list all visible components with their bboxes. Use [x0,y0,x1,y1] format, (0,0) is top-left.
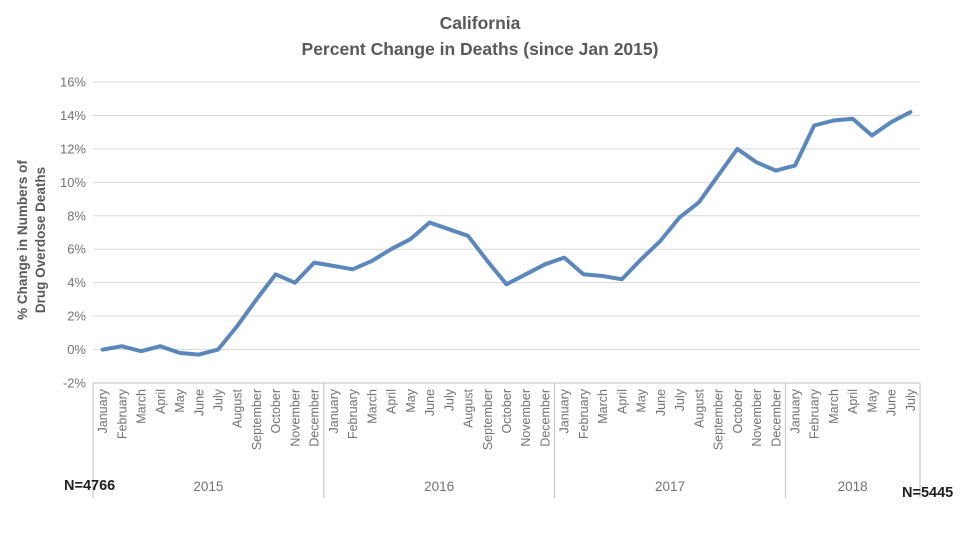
x-month-label: October [731,389,745,433]
x-month-label: July [442,388,456,411]
x-month-label: June [885,389,899,416]
data-line-series [100,110,913,357]
x-month-label: February [346,388,360,439]
x-month-label: August [692,388,706,427]
x-month-label: September [712,389,726,450]
x-year-label: 2016 [424,479,454,494]
x-month-label: March [827,389,841,424]
y-tick-label: 12% [60,141,86,156]
x-month-label: November [288,389,302,447]
y-tick-label: 2% [67,309,86,324]
x-month-label: September [250,389,264,450]
y-tick-label: 6% [67,242,86,257]
y-tick-label: 8% [67,208,86,223]
y-tick-label: 14% [60,108,86,123]
chart-title: California Percent Change in Deaths (sin… [0,10,960,62]
x-month-label: February [115,388,129,439]
x-month-label: February [577,388,591,439]
x-month-label: November [750,389,764,447]
y-axis-title-line1: % Change in Numbers of [15,160,30,320]
y-tick-label: -2% [63,376,87,391]
x-month-label: December [769,389,783,447]
x-month-label: May [865,388,879,412]
x-month-label: December [538,389,552,447]
x-month-label: April [846,389,860,414]
x-month-label: April [615,389,629,414]
x-month-label: August [462,388,476,427]
x-year-label: 2017 [655,479,685,494]
y-axis-title-line2: Drug Overdose Deaths [33,166,48,314]
x-month-label: May [173,388,187,412]
x-month-label: March [596,389,610,424]
x-month-label: July [904,388,918,411]
n-count-left: N=4766 [64,478,116,494]
n-count-right: N=5445 [902,485,954,501]
chart-title-line1: California [439,13,521,33]
x-month-label: July [212,388,226,411]
x-month-label: May [635,388,649,412]
y-tick-label: 10% [60,175,86,190]
x-month-label: November [519,389,533,447]
x-month-label: October [500,389,514,433]
x-month-label: March [365,389,379,424]
x-year-label: 2015 [193,479,223,494]
x-month-label: July [673,388,687,411]
x-month-label: January [558,388,572,433]
y-tick-label: 4% [67,275,86,290]
x-year-label: 2018 [838,479,868,494]
x-month-label: October [269,389,283,433]
x-month-label: April [154,389,168,414]
x-month-label: September [481,389,495,450]
x-month-label: December [308,389,322,447]
x-month-label: March [135,389,149,424]
x-month-label: January [788,388,802,433]
x-month-label: February [808,388,822,439]
x-month-label: January [96,388,110,433]
y-tick-label: 0% [67,342,86,357]
x-month-label: June [192,389,206,416]
x-month-label: January [327,388,341,433]
x-month-label: August [231,388,245,427]
chart-title-line2: Percent Change in Deaths (since Jan 2015… [301,39,659,59]
y-axis-title: % Change in Numbers of Drug Overdose Dea… [4,130,60,350]
x-month-label: June [654,389,668,416]
x-month-label: April [385,389,399,414]
y-tick-label: 16% [60,75,86,90]
x-month-label: June [423,389,437,416]
x-month-label: May [404,388,418,412]
